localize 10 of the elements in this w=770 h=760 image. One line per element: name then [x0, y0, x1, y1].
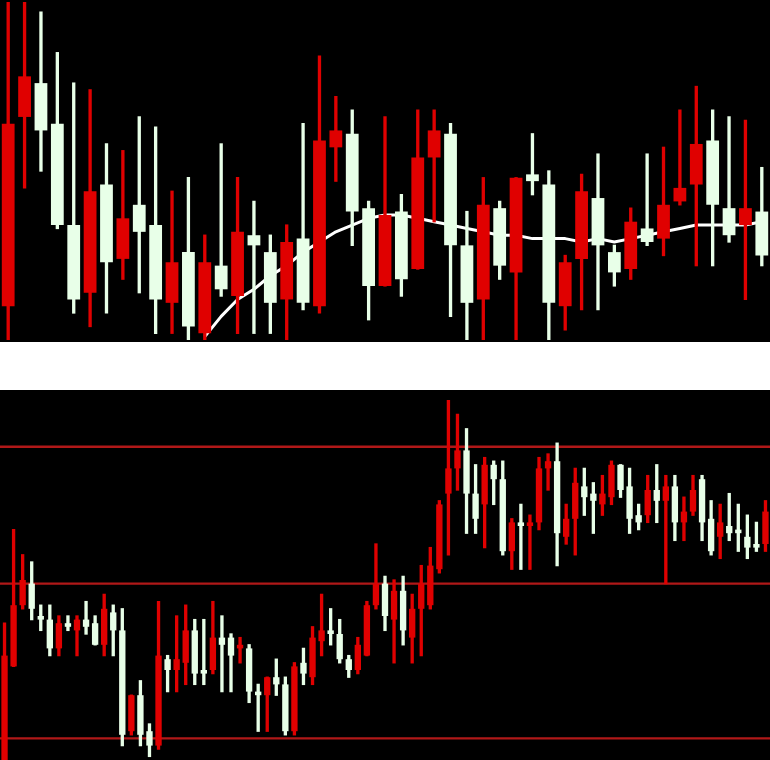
candlestick [517, 503, 525, 570]
candlestick [544, 453, 552, 491]
candlestick [247, 200, 261, 334]
candlestick [722, 116, 736, 243]
candlestick [64, 615, 72, 632]
candlestick [427, 109, 441, 223]
candlestick [526, 514, 534, 570]
candlestick [640, 153, 654, 247]
candlestick [218, 615, 226, 693]
candlestick [673, 109, 687, 206]
